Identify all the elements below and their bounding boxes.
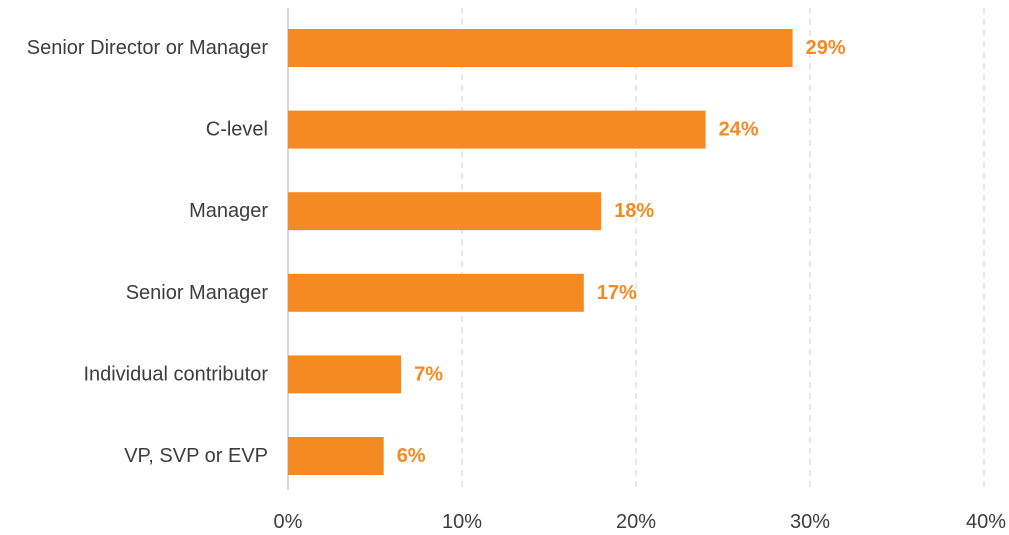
bar	[288, 437, 384, 475]
value-label: 29%	[806, 37, 846, 59]
x-tick-label: 10%	[442, 511, 482, 533]
bar	[288, 273, 584, 312]
category-label: VP, SVP or EVP	[124, 445, 268, 467]
value-label: 24%	[719, 119, 759, 141]
bar	[288, 192, 602, 231]
value-label: 18%	[614, 200, 654, 222]
x-tick-label: 30%	[790, 511, 830, 533]
category-label: C-level	[206, 119, 268, 141]
bar	[288, 355, 402, 394]
value-labels: 29% 24% 18% 17% 7% 6%	[397, 37, 846, 467]
x-axis-tick-labels: 0% 10% 20% 30% 40%	[274, 511, 1007, 533]
bars	[288, 29, 793, 475]
category-label: Individual contributor	[83, 363, 268, 385]
value-label: 6%	[397, 445, 426, 467]
category-labels: Senior Director or Manager C-level Manager…	[27, 37, 269, 467]
category-label: Senior Director or Manager	[27, 37, 269, 59]
x-tick-label: 40%	[966, 511, 1006, 533]
value-label: 17%	[597, 282, 637, 304]
bar	[288, 29, 793, 67]
grid-lines	[287, 8, 985, 490]
category-label: Manager	[189, 200, 268, 222]
x-tick-label: 20%	[616, 511, 656, 533]
value-label: 7%	[414, 363, 443, 385]
x-tick-label: 0%	[274, 511, 303, 533]
category-label: Senior Manager	[126, 282, 269, 304]
bar	[288, 110, 706, 149]
